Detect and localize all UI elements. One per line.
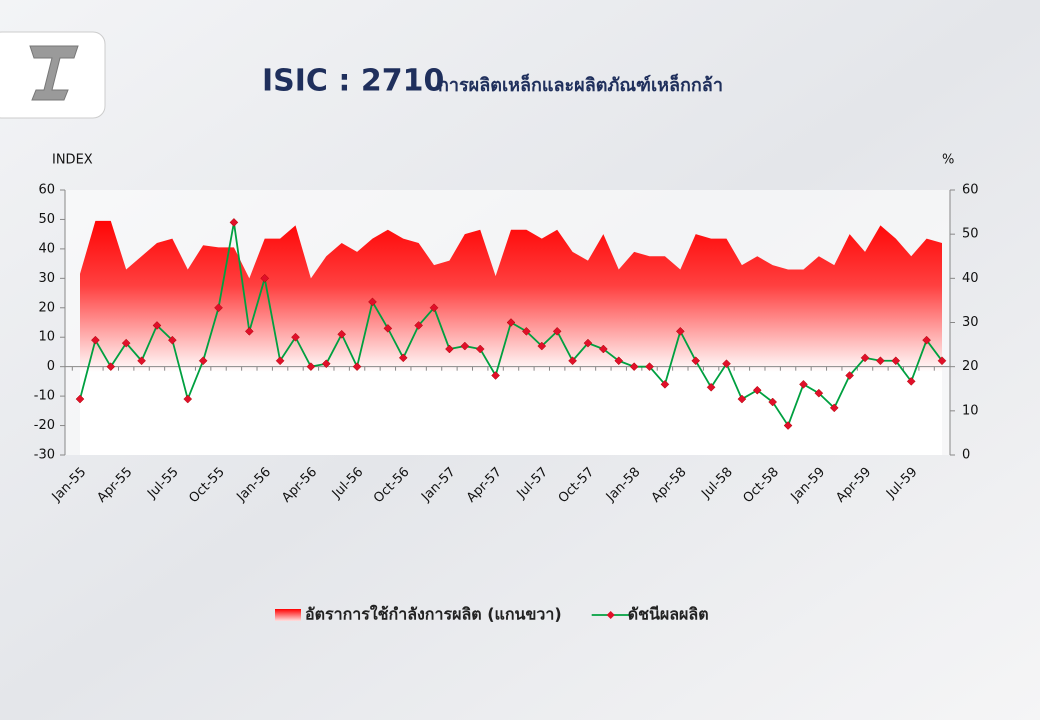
marker bbox=[183, 394, 193, 404]
marker bbox=[337, 329, 347, 339]
marker bbox=[198, 356, 208, 366]
y2-tick-label: 40 bbox=[962, 271, 979, 286]
y-tick-label: 50 bbox=[38, 212, 55, 227]
marker bbox=[537, 341, 547, 351]
marker bbox=[522, 326, 531, 336]
chart-title: ISIC : 2710 bbox=[262, 64, 444, 99]
marker bbox=[91, 335, 100, 345]
marker bbox=[891, 356, 901, 366]
marker bbox=[429, 303, 439, 313]
marker bbox=[445, 344, 454, 354]
marker bbox=[121, 338, 131, 348]
marker bbox=[552, 326, 562, 336]
y-axis-label: INDEX bbox=[52, 153, 93, 168]
marker bbox=[845, 371, 854, 380]
marker bbox=[168, 335, 177, 345]
marker bbox=[937, 356, 947, 366]
marker bbox=[814, 388, 824, 398]
marker bbox=[398, 353, 408, 363]
marker bbox=[906, 377, 916, 386]
legend-label: อัตราการใช้กำลังการผลิต (แกนขวา) bbox=[305, 605, 562, 624]
marker bbox=[291, 332, 300, 342]
marker bbox=[260, 273, 270, 283]
y2-tick-label: 50 bbox=[962, 227, 979, 242]
marker bbox=[306, 362, 316, 372]
marker bbox=[106, 362, 116, 372]
marker bbox=[75, 394, 85, 404]
marker bbox=[137, 356, 146, 366]
y-tick-label: 10 bbox=[38, 330, 55, 345]
legend-swatch bbox=[275, 609, 301, 621]
y2-tick-label: 30 bbox=[962, 315, 979, 330]
y2-tick-label: 0 bbox=[962, 448, 970, 463]
marker bbox=[783, 421, 793, 430]
y2-tick-label: 60 bbox=[962, 183, 979, 198]
marker bbox=[922, 335, 931, 345]
marker bbox=[614, 356, 624, 366]
marker bbox=[799, 379, 808, 389]
chart-subtitle: การผลิตเหล็กและผลิตภัณฑ์เหล็กกล้า bbox=[438, 73, 723, 96]
marker bbox=[829, 403, 839, 413]
marker bbox=[768, 397, 778, 407]
marker bbox=[491, 371, 500, 380]
y2-axis-label: % bbox=[942, 153, 954, 168]
marker bbox=[568, 356, 577, 366]
marker bbox=[229, 218, 239, 227]
y-tick-label: 20 bbox=[38, 300, 55, 315]
marker bbox=[275, 356, 285, 366]
y2-tick-label: 20 bbox=[962, 359, 979, 374]
area bbox=[80, 220, 942, 455]
marker bbox=[737, 394, 747, 404]
y-tick-label: 0 bbox=[47, 359, 55, 374]
y-tick-label: -10 bbox=[34, 389, 55, 404]
marker bbox=[876, 356, 885, 366]
marker bbox=[660, 379, 670, 389]
y-tick-label: 40 bbox=[38, 241, 55, 256]
marker bbox=[629, 362, 639, 372]
marker bbox=[352, 362, 362, 372]
marker bbox=[152, 321, 162, 330]
marker bbox=[706, 382, 716, 392]
marker bbox=[368, 297, 377, 307]
y-tick-label: 60 bbox=[38, 183, 55, 198]
marker bbox=[722, 359, 731, 369]
y-tick-label: -30 bbox=[34, 448, 55, 463]
marker bbox=[460, 341, 470, 351]
marker bbox=[645, 362, 654, 372]
marker bbox=[506, 318, 516, 327]
marker bbox=[475, 344, 485, 354]
y-tick-label: -20 bbox=[34, 418, 55, 433]
legend-marker bbox=[606, 611, 615, 619]
marker bbox=[583, 338, 593, 348]
marker bbox=[860, 353, 870, 363]
y-tick-label: 30 bbox=[38, 271, 55, 286]
marker bbox=[214, 303, 223, 313]
marker bbox=[691, 356, 701, 366]
marker bbox=[599, 344, 608, 354]
marker bbox=[752, 385, 762, 395]
y2-tick-label: 10 bbox=[962, 403, 979, 418]
marker bbox=[383, 324, 393, 333]
marker bbox=[244, 326, 254, 336]
marker bbox=[414, 321, 423, 330]
logo bbox=[0, 31, 106, 119]
legend-label: ดัชนีผลผลิต bbox=[628, 605, 709, 624]
marker bbox=[675, 326, 685, 336]
marker bbox=[321, 359, 331, 369]
